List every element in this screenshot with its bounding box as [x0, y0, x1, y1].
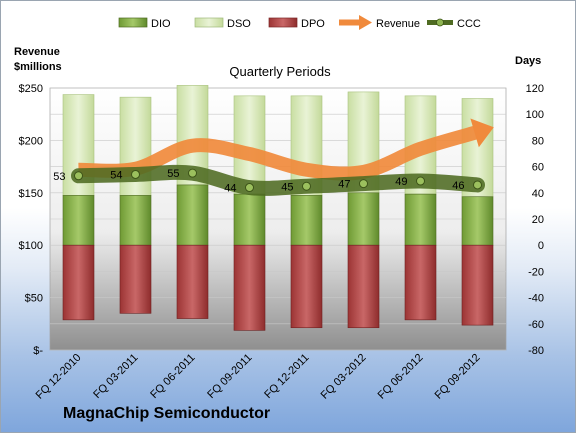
- bar-dpo: [233, 244, 266, 331]
- legend-label-dio: DIO: [151, 18, 171, 30]
- legend-label-ccc: CCC: [457, 18, 481, 30]
- x-axis-tick-label: FQ 03-2011: [91, 352, 140, 401]
- legend-label-dso: DSO: [227, 18, 251, 30]
- ccc-data-label: 44: [224, 183, 236, 195]
- chart-title: Quarterly Periods: [229, 64, 331, 79]
- bar-dpo: [404, 244, 437, 321]
- company-name: MagnaChip Semiconductor: [63, 405, 270, 422]
- right-axis-tick-label: -80: [528, 345, 544, 357]
- x-axis-tick-label: FQ 09-2012: [433, 352, 483, 402]
- bar-dpo: [119, 244, 152, 314]
- bar-dio: [62, 195, 95, 246]
- bar-dio: [233, 193, 266, 246]
- legend-swatch-dso: [194, 17, 224, 28]
- left-axis-tick-label: $-: [33, 345, 43, 357]
- bar-dpo: [347, 244, 380, 329]
- right-axis-tick-label: 100: [526, 109, 544, 121]
- legend-item-dpo: DPO: [268, 17, 325, 30]
- ccc-data-label: 55: [167, 168, 179, 180]
- left-axis-title-line-2: $millions: [14, 61, 62, 73]
- left-axis-tick-label: $100: [19, 240, 43, 252]
- legend-item-revenue: Revenue: [339, 15, 420, 30]
- legend-label-revenue: Revenue: [376, 18, 420, 30]
- bar-dio: [404, 193, 437, 246]
- x-axis-tick-label: FQ 06-2012: [376, 352, 426, 402]
- ccc-data-label: 54: [110, 169, 122, 181]
- ccc-data-label: 45: [281, 181, 293, 193]
- x-axis-labels: FQ 12-2010 FQ 03-2011 FQ 06-2011 FQ 09-2011…: [34, 352, 483, 402]
- ccc-marker: [188, 168, 197, 178]
- right-axis-ticks: -80 -60 -40 -20 0 20 40 60 80 100 120: [526, 83, 544, 357]
- legend-marker-ccc: [436, 18, 444, 27]
- ccc-data-label: 53: [53, 171, 65, 183]
- ccc-series: 53 54 55 44 45 47 49 46: [53, 164, 485, 196]
- right-axis-tick-label: 120: [526, 83, 544, 95]
- legend-arrow-revenue: [359, 15, 372, 30]
- ccc-marker: [131, 169, 140, 179]
- legend-label-dpo: DPO: [301, 18, 325, 30]
- ccc-line: [71, 164, 485, 196]
- legend-item-dso: DSO: [194, 17, 251, 30]
- left-axis-title-line-1: Revenue: [14, 46, 60, 58]
- ccc-marker: [416, 176, 425, 186]
- bar-dpo: [461, 244, 494, 326]
- legend-item-ccc: CCC: [427, 18, 481, 30]
- left-axis-tick-label: $50: [25, 293, 43, 305]
- revenue-arrowhead: [470, 118, 494, 148]
- ccc-marker: [74, 171, 83, 181]
- right-axis-tick-label: 80: [532, 135, 544, 147]
- bar-dpo: [176, 244, 209, 319]
- bar-dio: [461, 196, 494, 246]
- legend: DIO DSO DPO Revenue CCC: [118, 15, 481, 30]
- right-axis-title: Days: [515, 55, 541, 67]
- bar-dio: [119, 195, 152, 246]
- ccc-marker: [245, 183, 254, 193]
- right-axis-tick-label: 20: [532, 214, 544, 226]
- ccc-data-label: 49: [395, 176, 407, 188]
- x-axis-tick-label: FQ 12-2011: [262, 352, 311, 401]
- left-axis-tick-label: $150: [19, 188, 43, 200]
- legend-swatch-dpo: [268, 17, 298, 28]
- legend-item-dio: DIO: [118, 17, 171, 30]
- ccc-marker: [473, 180, 482, 190]
- right-axis-tick-label: 60: [532, 162, 544, 174]
- x-axis-tick-label: FQ 03-2012: [319, 352, 369, 402]
- bar-dio: [347, 192, 380, 246]
- right-axis-tick-label: -60: [528, 319, 544, 331]
- left-axis-ticks: $- $50 $100 $150 $200 $250: [19, 83, 44, 357]
- x-axis-tick-label: FQ 09-2011: [205, 352, 254, 401]
- right-axis-tick-label: 40: [532, 188, 544, 200]
- ccc-data-label: 47: [338, 179, 350, 191]
- ccc-data-label: 46: [452, 180, 464, 192]
- bar-dpo: [290, 244, 323, 329]
- right-axis-tick-label: 0: [538, 240, 544, 252]
- bar-dpo: [62, 244, 95, 321]
- x-axis-tick-label: FQ 12-2010: [34, 352, 84, 402]
- x-axis-tick-label: FQ 06-2011: [148, 352, 197, 401]
- bar-dio: [176, 184, 209, 246]
- legend-swatch-dio: [118, 17, 148, 28]
- right-axis-tick-label: -40: [528, 293, 544, 305]
- ccc-marker: [302, 181, 311, 191]
- ccc-marker: [359, 179, 368, 189]
- bar-dio: [290, 195, 323, 246]
- left-axis-tick-label: $200: [19, 135, 43, 147]
- right-axis-tick-label: -20: [528, 266, 544, 278]
- left-axis-tick-label: $250: [19, 83, 43, 95]
